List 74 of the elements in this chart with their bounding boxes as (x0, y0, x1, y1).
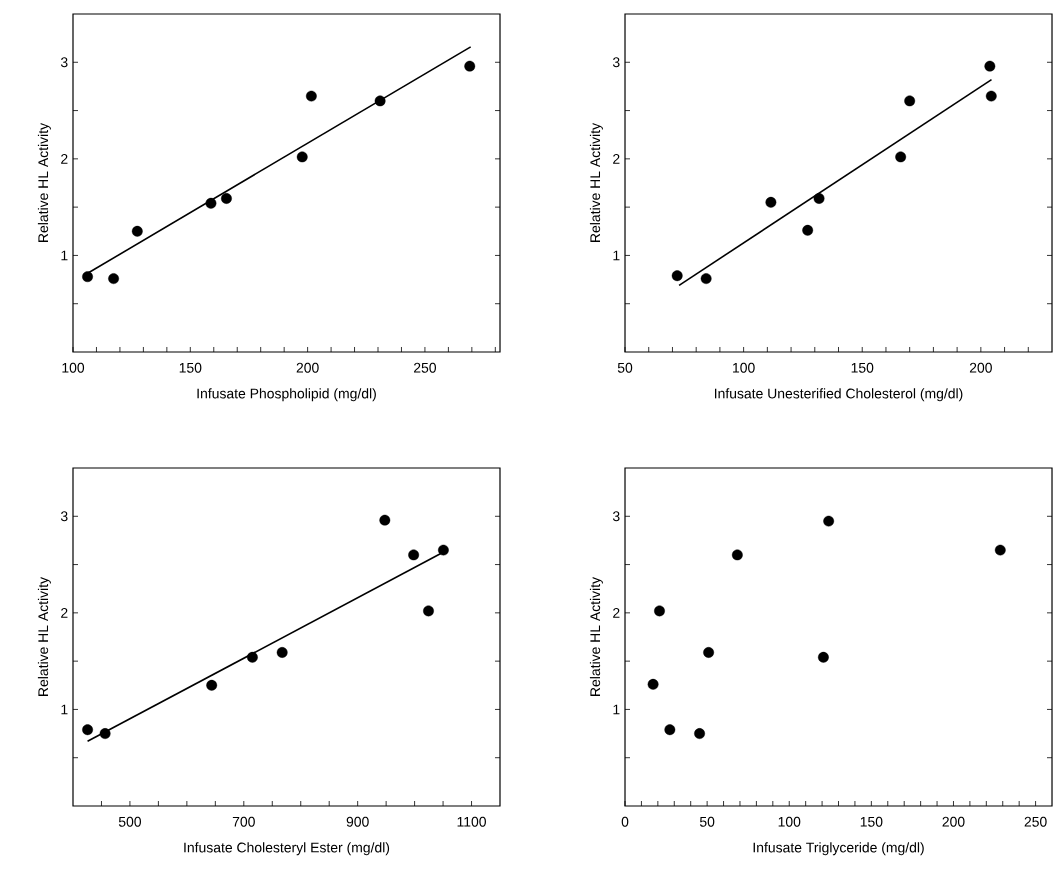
x-tick-label: 900 (346, 816, 369, 827)
x-axis-title: Infusate Unesterified Cholesterol (mg/dl) (714, 388, 963, 402)
x-tick-label: 200 (969, 362, 992, 373)
x-tick-label: 200 (942, 816, 965, 827)
point (82, 271, 93, 283)
point (694, 728, 705, 739)
point (131, 225, 143, 237)
point (985, 90, 997, 102)
y-axis-title: Relative HL Activity (37, 122, 51, 242)
x-tick-label: 150 (860, 816, 883, 827)
point (206, 679, 218, 691)
point (108, 273, 119, 284)
x-tick-label: 250 (1024, 816, 1047, 827)
x-tick-label: 150 (851, 362, 874, 373)
point (438, 544, 449, 556)
x-tick-label: 100 (778, 816, 801, 827)
point (408, 549, 420, 561)
point (247, 651, 258, 663)
point (82, 724, 93, 736)
point (205, 197, 217, 209)
y-tick-label: 3 (612, 57, 620, 68)
x-tick-label: 100 (62, 362, 85, 373)
x-tick-label: 700 (232, 816, 255, 827)
point (276, 647, 288, 658)
point (664, 724, 676, 736)
y-tick-label: 1 (61, 250, 68, 261)
y-axis-title: Relative HL Activity (589, 576, 603, 696)
x-axis-title: Infusate Cholesteryl Ester (mg/dl) (184, 842, 390, 856)
y-tick-label: 3 (60, 57, 68, 68)
x-tick-label: 0 (621, 816, 629, 827)
y-tick-label: 3 (60, 511, 68, 522)
y-tick-label: 1 (613, 704, 620, 715)
y-tick-label: 2 (613, 153, 620, 164)
x-tick-label: 500 (118, 816, 142, 827)
x-axis-title: Infusate Triglyceride (mg/dl) (753, 842, 924, 856)
point (823, 515, 835, 527)
point (984, 60, 996, 72)
y-tick-label: 1 (61, 704, 68, 715)
y-axis-title: Relative HL Activity (589, 122, 603, 242)
point (700, 273, 712, 284)
point (647, 678, 659, 690)
y-tick-label: 1 (613, 250, 620, 261)
point (731, 549, 743, 561)
x-tick-label: 200 (296, 362, 319, 373)
point (374, 95, 386, 107)
x-tick-label: 150 (179, 362, 202, 373)
point (221, 193, 232, 204)
y-tick-label: 2 (613, 607, 620, 618)
y-tick-label: 2 (61, 607, 68, 618)
point (703, 647, 714, 658)
x-tick-label: 50 (617, 362, 633, 373)
x-tick-label: 100 (733, 362, 755, 373)
point (464, 60, 476, 72)
point (671, 270, 683, 282)
x-tick-label: 250 (414, 362, 437, 373)
point (904, 95, 916, 107)
point (818, 651, 829, 663)
point (654, 605, 665, 617)
point (994, 544, 1006, 556)
point (423, 605, 434, 617)
point (296, 151, 308, 163)
point (765, 196, 777, 208)
point (895, 151, 907, 163)
x-tick-label: 50 (699, 816, 715, 827)
x-tick-label: 1100 (457, 816, 486, 827)
x-axis-title: Infusate Phospholipid (mg/dl) (197, 388, 376, 402)
point (379, 514, 391, 526)
y-axis-title: Relative HL Activity (37, 576, 51, 696)
point (305, 90, 317, 102)
point (99, 728, 111, 739)
point (813, 193, 825, 204)
y-tick-label: 3 (612, 511, 620, 522)
y-tick-label: 2 (61, 153, 68, 164)
point (802, 224, 814, 236)
